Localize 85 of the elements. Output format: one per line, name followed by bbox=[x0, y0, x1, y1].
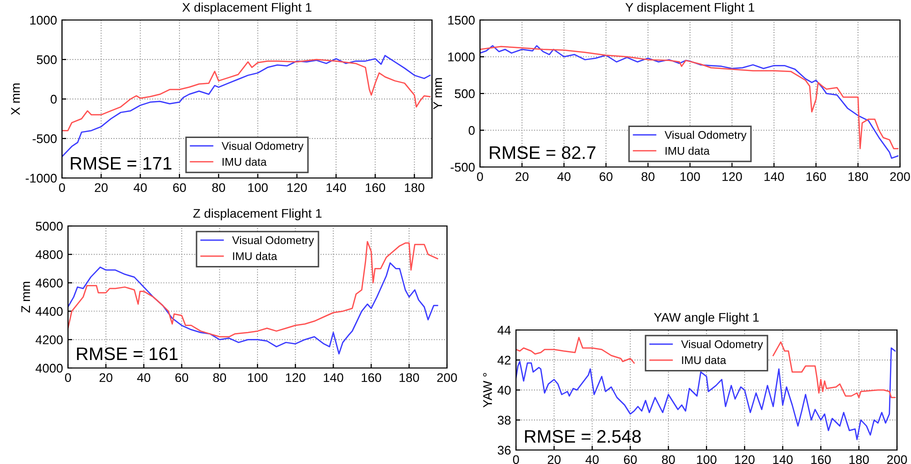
annotation: RMSE = 2.548 bbox=[525, 430, 641, 443]
y-tick-label: -500 bbox=[32, 134, 57, 144]
x-tick-label: 160 bbox=[811, 455, 831, 464]
y-tick-label: 4400 bbox=[36, 307, 63, 316]
y-tick-label: 500 bbox=[454, 89, 475, 98]
x-tick-label: 160 bbox=[366, 183, 386, 192]
y-tick-label: 4200 bbox=[36, 335, 63, 344]
annotation: RMSE = 171 bbox=[70, 156, 172, 170]
series-label: IMU data bbox=[682, 356, 726, 364]
x-tick-label: 140 bbox=[324, 373, 344, 382]
legend-label: IMU data bbox=[222, 158, 267, 166]
x-tick-label: 80 bbox=[642, 172, 654, 182]
x-tick-label: 100 bbox=[680, 172, 700, 182]
legend-label: Visual Odometry bbox=[222, 142, 304, 152]
x-tick-label: 180 bbox=[848, 172, 868, 182]
legend-label: Visual Odometry bbox=[681, 340, 764, 350]
x-tick-label: 80 bbox=[212, 183, 226, 192]
legend-label: IMU data bbox=[666, 146, 710, 155]
x-tick-label: 80 bbox=[662, 455, 675, 464]
y-axis-title: YAW ° bbox=[483, 372, 492, 408]
x-tick-label: 0 bbox=[65, 373, 71, 382]
x-tick-label: 120 bbox=[722, 172, 742, 182]
y-tick-label: 1000 bbox=[448, 52, 475, 62]
x-tick-label: 60 bbox=[175, 373, 188, 382]
y-tick-label: 38 bbox=[498, 416, 511, 425]
x-tick-label: 40 bbox=[134, 183, 147, 192]
x-tick-label: 40 bbox=[586, 455, 599, 464]
y-axis-title: X mm bbox=[11, 84, 20, 116]
x-tick-label: 100 bbox=[248, 183, 268, 192]
y-tick-label: 36 bbox=[498, 446, 511, 455]
x-tick-label: 140 bbox=[326, 183, 346, 192]
y-tick-label: 5000 bbox=[36, 222, 63, 231]
x-tick-label: 180 bbox=[849, 455, 869, 464]
x-tick-label: 140 bbox=[773, 455, 793, 464]
x-tick-label: 120 bbox=[287, 183, 307, 192]
x-tick-label: 40 bbox=[557, 172, 570, 182]
y-tick-label: 40 bbox=[498, 386, 511, 395]
x-tick-label: 0 bbox=[513, 455, 519, 464]
line-series bbox=[62, 54, 431, 158]
x-tick-label: 20 bbox=[94, 183, 108, 192]
x-tick-label: 100 bbox=[248, 373, 268, 382]
y-axis-title: Y mm bbox=[433, 78, 442, 110]
y-tick-label: 0 bbox=[468, 126, 475, 135]
chart-title: Y displacement Flight 1 bbox=[625, 2, 754, 14]
annotation: RMSE = 82.7 bbox=[490, 146, 596, 160]
annotation: RMSE = 161 bbox=[77, 347, 178, 360]
y-tick-label: 4800 bbox=[36, 250, 63, 260]
y-tick-label: 44 bbox=[498, 326, 511, 335]
y-tick-label: 0 bbox=[50, 94, 57, 104]
x-tick-label: 80 bbox=[213, 373, 226, 382]
x-tick-label: 120 bbox=[735, 455, 755, 464]
x-tick-label: 60 bbox=[624, 455, 637, 464]
x-tick-label: 60 bbox=[173, 183, 186, 192]
chart-title: Z displacement Flight 1 bbox=[193, 208, 322, 220]
y-axis-title: Z mm bbox=[21, 282, 30, 313]
legend-label: Visual Odometry bbox=[232, 236, 314, 246]
x-tick-label: 180 bbox=[400, 373, 420, 382]
x-tick-label: 40 bbox=[137, 373, 150, 382]
y-tick-label: 1500 bbox=[448, 16, 475, 25]
x-tick-label: 200 bbox=[890, 172, 910, 182]
x-tick-label: 20 bbox=[100, 373, 112, 382]
chart-title: YAW angle Flight 1 bbox=[654, 312, 759, 324]
x-tick-label: 140 bbox=[764, 172, 784, 182]
x-tick-label: 180 bbox=[404, 183, 424, 192]
y-tick-label: -500 bbox=[450, 162, 475, 172]
y-tick-label: 4000 bbox=[36, 364, 63, 373]
x-tick-label: 0 bbox=[477, 172, 483, 182]
x-tick-label: 60 bbox=[600, 172, 612, 182]
y-tick-label: 500 bbox=[36, 55, 57, 64]
x-tick-label: 200 bbox=[887, 455, 907, 464]
x-tick-label: 20 bbox=[548, 455, 561, 464]
y-tick-label: 42 bbox=[498, 356, 511, 365]
y-tick-label: 4600 bbox=[36, 278, 63, 288]
x-tick-label: 160 bbox=[806, 172, 826, 182]
chart-title: X displacement Flight 1 bbox=[182, 2, 312, 14]
y-tick-label: -1000 bbox=[26, 174, 57, 183]
legend-label: Visual Odometry bbox=[664, 130, 747, 142]
x-tick-label: 200 bbox=[437, 373, 457, 382]
line-series bbox=[62, 58, 431, 132]
x-tick-label: 100 bbox=[697, 455, 716, 464]
legend-label: IMU data bbox=[233, 252, 278, 260]
x-tick-label: 20 bbox=[516, 172, 528, 182]
x-tick-label: 160 bbox=[362, 373, 382, 382]
x-tick-label: 120 bbox=[286, 373, 306, 382]
y-tick-label: 1000 bbox=[30, 16, 57, 25]
